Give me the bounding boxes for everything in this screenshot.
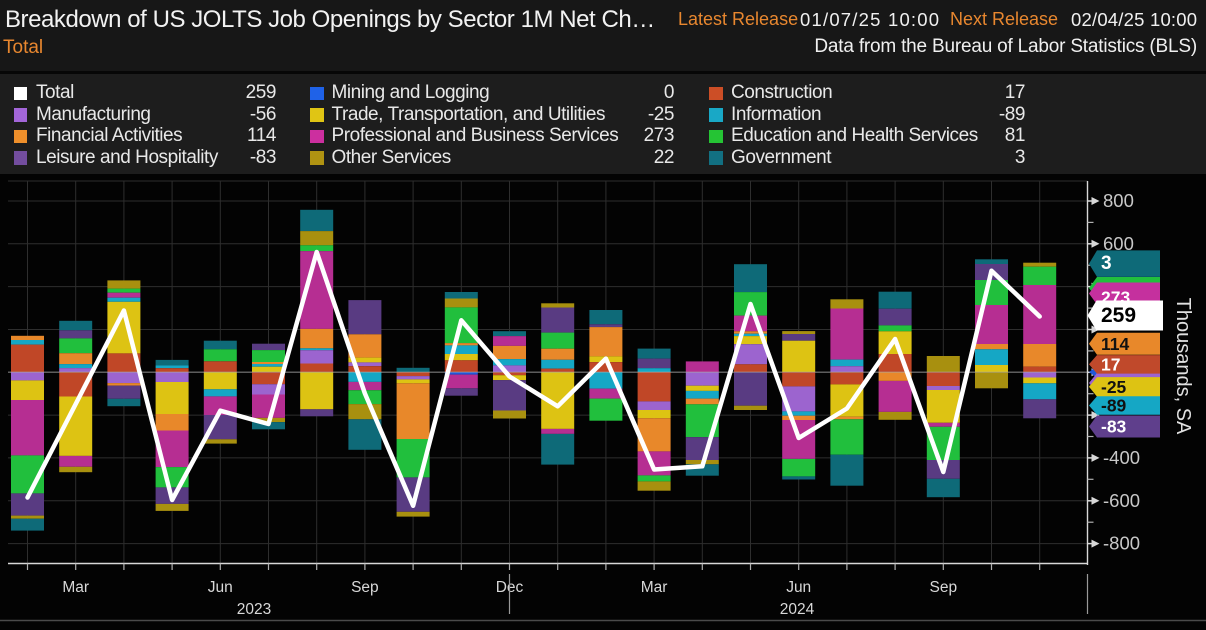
svg-text:114: 114 [1101, 334, 1129, 354]
svg-text:800: 800 [1103, 190, 1134, 211]
svg-text:Mar: Mar [62, 579, 89, 596]
svg-text:Jun: Jun [786, 579, 811, 596]
svg-text:-600: -600 [1103, 490, 1140, 511]
svg-text:-83: -83 [1101, 417, 1127, 437]
svg-text:-25: -25 [1101, 377, 1127, 397]
svg-text:Sep: Sep [351, 579, 379, 596]
svg-text:Mar: Mar [641, 579, 668, 596]
svg-text:17: 17 [1101, 354, 1120, 374]
svg-text:3: 3 [1101, 253, 1112, 274]
svg-text:600: 600 [1103, 233, 1134, 254]
svg-text:-89: -89 [1101, 396, 1127, 416]
svg-text:-800: -800 [1103, 533, 1140, 554]
svg-text:259: 259 [1101, 304, 1136, 327]
svg-text:Thousands, SA: Thousands, SA [1172, 298, 1194, 435]
svg-text:2024: 2024 [780, 601, 815, 618]
svg-text:-400: -400 [1103, 447, 1140, 468]
svg-text:Jun: Jun [208, 579, 233, 596]
svg-text:Sep: Sep [930, 579, 958, 596]
svg-text:2023: 2023 [237, 601, 271, 618]
